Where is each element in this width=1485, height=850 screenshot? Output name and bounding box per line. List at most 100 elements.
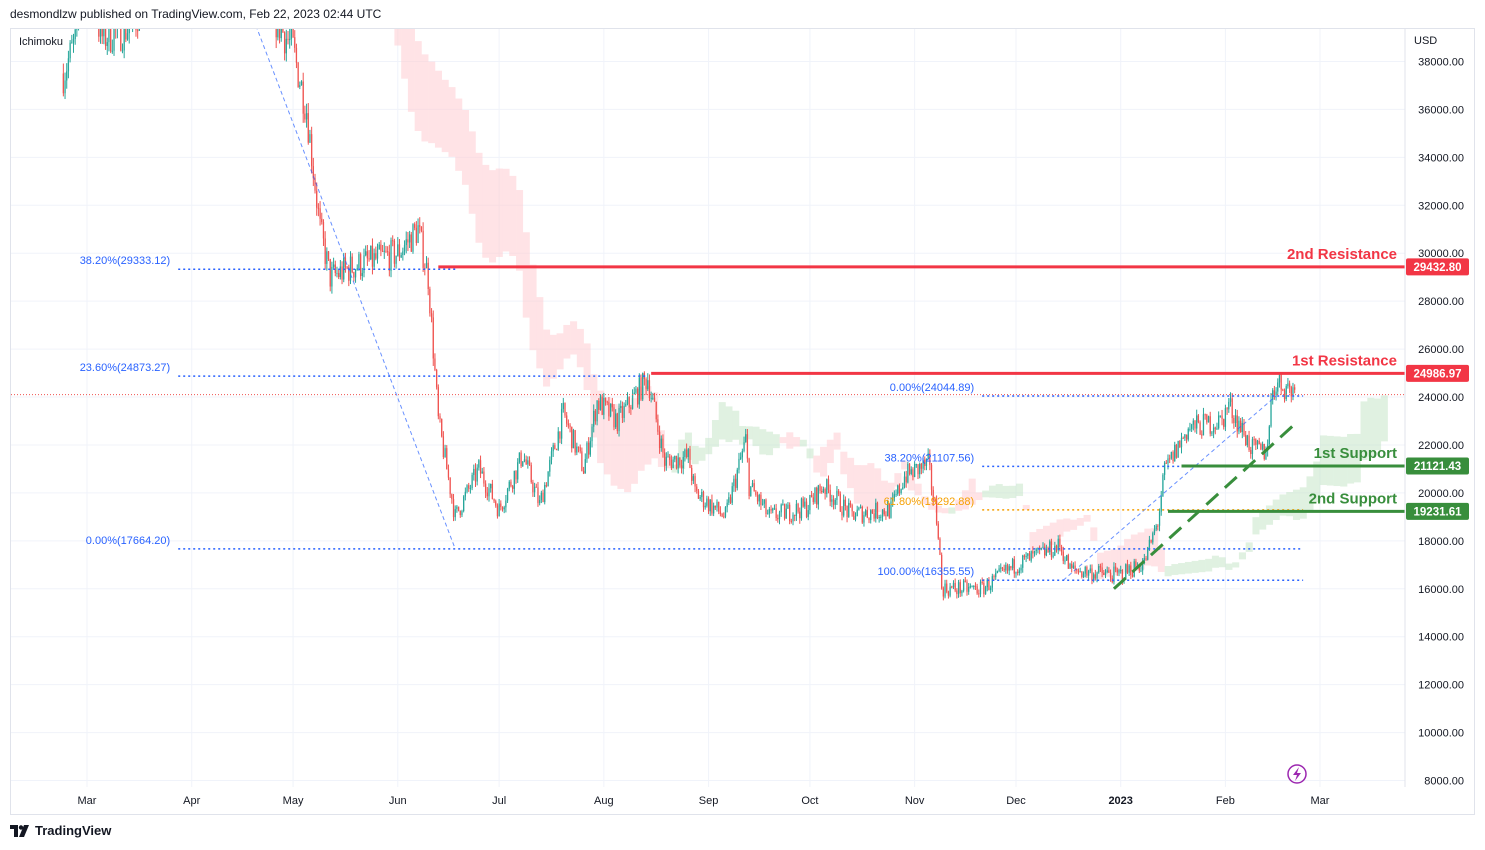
tradingview-footer[interactable]: TradingView [10, 823, 111, 838]
candle-body [782, 504, 784, 506]
candle [865, 508, 867, 517]
cloud-segment [1286, 492, 1294, 517]
cloud-segment [691, 445, 699, 465]
candle [83, 0, 84, 8]
candle [1023, 554, 1026, 560]
candle [1294, 384, 1296, 394]
candle-body [118, 14, 119, 16]
candle [365, 245, 367, 257]
candle [628, 396, 630, 414]
candle-body [446, 448, 448, 470]
candle [1214, 426, 1216, 435]
candle-body [652, 397, 654, 399]
candle-body [96, 11, 97, 21]
candle [677, 453, 679, 474]
candle [1126, 559, 1129, 575]
cloud-segment [1002, 485, 1010, 499]
candle-body [349, 256, 352, 281]
candle-body [571, 426, 573, 449]
candle [1128, 564, 1130, 576]
candle-body [1087, 571, 1090, 576]
x-tick-label: Feb [1216, 795, 1235, 807]
candle-body [1163, 462, 1166, 475]
candle [1120, 565, 1122, 574]
candle-body [819, 485, 821, 491]
candle-body [983, 582, 985, 595]
candle-body [783, 504, 786, 519]
candle [601, 394, 603, 416]
candle [1179, 440, 1181, 449]
candle [662, 434, 664, 458]
candle [425, 256, 428, 269]
candle-body [657, 419, 659, 432]
y-tick-label: 36000.00 [1418, 104, 1464, 116]
cloud-segment [388, 0, 395, 27]
candle [792, 512, 794, 526]
candle [493, 498, 495, 504]
fib-level-label: 100.00%(16355.55) [878, 566, 975, 578]
candle [1194, 420, 1196, 433]
candle-body [809, 495, 811, 511]
candle-body [484, 483, 487, 493]
candle [995, 568, 997, 580]
candle-body [995, 572, 997, 578]
candle [848, 498, 850, 518]
candle [1196, 409, 1198, 434]
candle [1028, 551, 1031, 561]
candle-body [387, 251, 389, 253]
candle [751, 480, 754, 488]
candle-body [687, 448, 689, 458]
candle [533, 482, 536, 497]
candle-body [925, 458, 928, 466]
candle [407, 232, 409, 252]
candle [1106, 566, 1108, 574]
candle [846, 505, 848, 523]
candle-body [986, 579, 988, 588]
candle [329, 258, 331, 292]
candle [307, 103, 309, 145]
candle-body [758, 494, 760, 502]
cloud-segment [543, 329, 551, 387]
cloud-segment [961, 490, 969, 510]
candle [880, 514, 882, 521]
candle-body [405, 239, 407, 246]
cloud-segment [988, 485, 997, 498]
candle [1287, 377, 1289, 389]
candle-body [346, 267, 348, 269]
candle-body [434, 358, 436, 370]
candle-body [709, 499, 711, 512]
candle-body [579, 447, 581, 452]
candle [1258, 437, 1260, 445]
candle-body [851, 505, 853, 512]
candle [785, 503, 787, 519]
candle-body [667, 456, 669, 458]
candle-body [375, 253, 377, 259]
candle [1118, 568, 1120, 577]
candle-body [821, 490, 823, 493]
cloud-segment [549, 334, 557, 379]
candle-body [706, 498, 708, 506]
candle-body [799, 511, 801, 519]
candle-body [422, 230, 424, 268]
candle-body [481, 471, 483, 474]
candle [608, 396, 610, 421]
candle [868, 517, 870, 524]
candle [349, 251, 352, 285]
cloud-segment [455, 98, 463, 171]
candle [721, 512, 723, 518]
candle-body [1150, 539, 1152, 543]
candle [1104, 569, 1107, 579]
candle [665, 452, 667, 471]
candle-body [459, 510, 461, 516]
candle [761, 498, 764, 506]
candle-body [1187, 428, 1189, 440]
candle-body [415, 227, 418, 243]
cloud-segment [407, 29, 415, 112]
candle [973, 585, 975, 590]
candle-body [302, 81, 304, 114]
candle [1231, 393, 1233, 424]
candle-body [787, 504, 789, 509]
candle-body [812, 497, 814, 502]
candle-body [1283, 390, 1286, 400]
